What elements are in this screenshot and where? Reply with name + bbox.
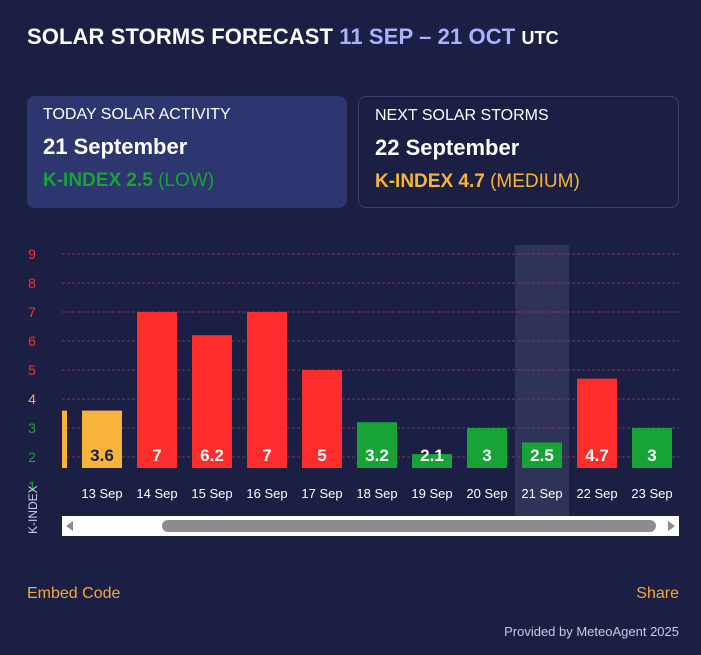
- provided-by-credit: Provided by MeteoAgent 2025: [504, 624, 679, 639]
- x-tick-label: 14 Sep: [136, 486, 177, 501]
- bars-group: p 3.6 13 Sep 7 14 Sep 6.2 15 Sep 7 16 Sep 5 17 Sep…: [43, 312, 673, 501]
- bar-value-label: 4.7: [585, 446, 609, 465]
- bar-value-label: 5: [317, 446, 326, 465]
- bar: [577, 378, 617, 468]
- y-tick-label: 6: [28, 333, 36, 349]
- y-tick-label: 9: [28, 246, 36, 262]
- x-tick-label: 16 Sep: [246, 486, 287, 501]
- y-tick-label: 5: [28, 362, 36, 378]
- y-tick-label: 8: [28, 275, 36, 291]
- today-activity-card: TODAY SOLAR ACTIVITY 21 September K-INDE…: [27, 96, 347, 208]
- embed-code-link[interactable]: Embed Code: [27, 585, 121, 602]
- chart-horizontal-scrollbar[interactable]: [62, 516, 679, 536]
- today-kindex: K-INDEX 2.5 (LOW): [43, 170, 331, 192]
- title-main: SOLAR STORMS FORECAST: [27, 24, 334, 49]
- today-card-label: TODAY SOLAR ACTIVITY: [43, 106, 231, 123]
- bar: [62, 410, 67, 468]
- title-timezone: UTC: [521, 28, 559, 48]
- bar: [467, 428, 507, 468]
- x-tick-label: p: [43, 486, 50, 501]
- bar: [302, 370, 342, 468]
- x-tick-label: 21 Sep: [521, 486, 562, 501]
- x-tick-label: 22 Sep: [576, 486, 617, 501]
- x-tick-label: 17 Sep: [301, 486, 342, 501]
- next-storms-card: NEXT SOLAR STORMS 22 September K-INDEX 4…: [358, 96, 679, 208]
- x-tick-label: 18 Sep: [356, 486, 397, 501]
- y-axis-label: K-INDEX: [26, 485, 40, 534]
- bar-value-label: 2.1: [420, 446, 444, 465]
- next-card-date: 22 September: [375, 135, 520, 160]
- y-tick-label: 1: [28, 478, 36, 494]
- highlight-column: [515, 245, 569, 518]
- next-kindex-level: (MEDIUM): [490, 171, 580, 192]
- bar: [247, 312, 287, 468]
- page-title: SOLAR STORMS FORECAST 11 SEP – 21 OCT UT…: [27, 24, 559, 50]
- today-kindex-level: (LOW): [158, 170, 215, 191]
- share-link[interactable]: Share: [636, 585, 679, 602]
- bar: [137, 312, 177, 468]
- bar-value-label: 3.6: [90, 446, 114, 465]
- bar: [357, 422, 397, 468]
- bar-value-label: 2.5: [530, 446, 554, 465]
- bar-value-label: 3.2: [365, 446, 389, 465]
- bar: [632, 428, 672, 468]
- today-card-date: 21 September: [43, 134, 188, 159]
- bar: [412, 454, 452, 468]
- today-kindex-value: K-INDEX 2.5: [43, 170, 153, 191]
- bar: [522, 442, 562, 468]
- scroll-right-arrow-icon[interactable]: [668, 521, 675, 531]
- bar-value-label: 7: [262, 446, 271, 465]
- kindex-bar-chart: 1 2 3 4 5 6 7 8 9 p 3.6 13 Sep 7 14 Sep 6.2 15 Sep 7 16 S…: [28, 245, 679, 518]
- scrollbar-thumb[interactable]: [162, 520, 656, 532]
- x-tick-label: 20 Sep: [466, 486, 507, 501]
- y-tick-label: 4: [28, 391, 36, 407]
- bar: [82, 410, 122, 468]
- x-tick-label: 23 Sep: [631, 486, 672, 501]
- bar-value-label: 3: [482, 446, 491, 465]
- bar: [192, 335, 232, 468]
- next-kindex: K-INDEX 4.7 (MEDIUM): [375, 171, 662, 193]
- y-tick-label: 2: [28, 449, 36, 465]
- x-tick-label: 15 Sep: [191, 486, 232, 501]
- next-kindex-value: K-INDEX 4.7: [375, 171, 485, 192]
- bar-value-label: 3: [647, 446, 656, 465]
- y-tick-label: 3: [28, 420, 36, 436]
- y-tick-label: 7: [28, 304, 36, 320]
- next-card-label: NEXT SOLAR STORMS: [375, 107, 549, 124]
- x-tick-label: 13 Sep: [81, 486, 122, 501]
- x-tick-label: 19 Sep: [411, 486, 452, 501]
- title-date-range: 11 SEP – 21 OCT: [339, 24, 516, 49]
- bar-value-label: 6.2: [200, 446, 224, 465]
- scroll-left-arrow-icon[interactable]: [66, 521, 73, 531]
- bar-value-label: 7: [152, 446, 161, 465]
